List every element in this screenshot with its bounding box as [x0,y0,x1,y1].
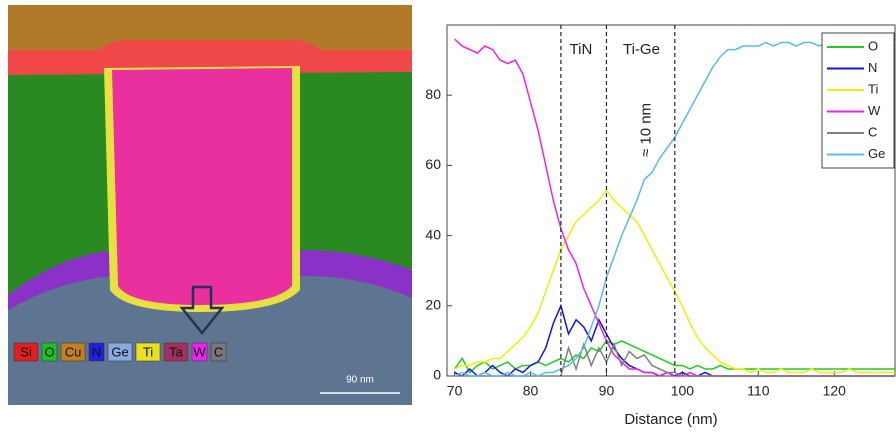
eds-map: 90 nm Si O Cu N Ge Ti Ta W C [8,5,412,405]
label-box [60,342,86,362]
label-text: W [193,344,206,359]
y-tick-label: 20 [425,297,441,313]
series-line [454,342,895,377]
y-tick-label: 80 [425,86,441,102]
legend-label: N [868,60,877,75]
annotation: ≈ 10 nm [637,103,654,157]
label-box [210,342,227,362]
label-box [41,342,58,362]
label-box [13,342,39,362]
label-text: C [214,344,223,359]
x-tick-label: 100 [671,383,695,399]
label-text: O [44,344,54,359]
label-text: Ti [143,344,153,359]
annotation: Ti-Ge [623,41,660,58]
label-text: Si [20,344,32,359]
label-box [88,342,105,362]
label-text: Ge [111,344,128,359]
legend-label: W [868,103,881,118]
legend-label: O [868,38,878,53]
label-box [191,342,208,362]
red-layer [8,40,412,75]
legend-box [821,32,895,169]
label-box [107,342,133,362]
y-tick-label: 60 [425,156,441,172]
y-tick-label: 0 [433,367,441,383]
arrow [179,285,225,336]
label-text: Cu [65,344,82,359]
legend-label: C [868,124,877,139]
element-labels: Si O Cu N Ge Ti Ta W C [13,342,227,362]
x-tick-label: 90 [599,383,615,399]
w-plug [112,68,292,305]
x-tick-label: 120 [823,383,847,399]
series-line [453,339,895,374]
plot-frame [446,24,896,377]
x-axis-label: Distance (nm) [624,411,717,428]
annotation: TiN [570,41,593,58]
legend-label: Ge [868,146,885,161]
ta-layer [8,250,412,310]
label-text: Ta [169,344,184,359]
label-box [135,342,161,362]
y-tick-label: 40 [425,226,441,242]
x-tick-label: 80 [523,383,539,399]
legend-label: Ti [868,81,878,96]
scale-label: 90 nm [346,375,374,386]
label-box [163,342,189,362]
x-tick-label: 70 [447,383,463,399]
label-text: N [92,344,101,359]
x-tick-label: 110 [747,383,770,399]
